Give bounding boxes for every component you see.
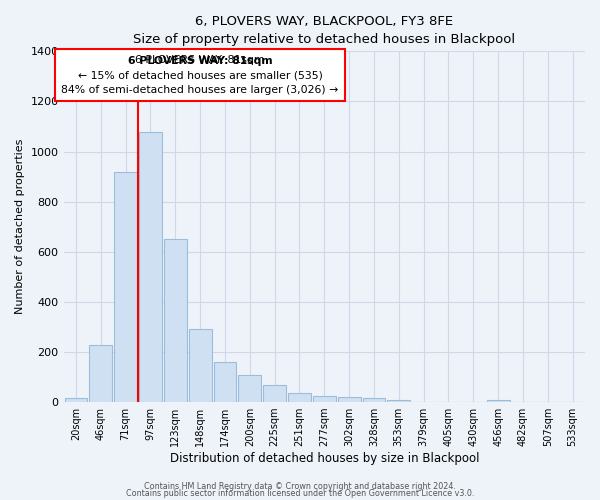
- Bar: [338, 397, 361, 402]
- Bar: [288, 392, 311, 402]
- Bar: [362, 398, 385, 402]
- Bar: [164, 239, 187, 402]
- Bar: [188, 330, 212, 402]
- Title: 6, PLOVERS WAY, BLACKPOOL, FY3 8FE
Size of property relative to detached houses : 6, PLOVERS WAY, BLACKPOOL, FY3 8FE Size …: [133, 15, 515, 46]
- Bar: [487, 400, 509, 402]
- Bar: [114, 172, 137, 402]
- Y-axis label: Number of detached properties: Number of detached properties: [15, 139, 25, 314]
- Text: 6 PLOVERS WAY: 81sqm: 6 PLOVERS WAY: 81sqm: [128, 56, 272, 66]
- Text: Contains public sector information licensed under the Open Government Licence v3: Contains public sector information licen…: [126, 489, 474, 498]
- Text: 6 PLOVERS WAY: 81sqm
← 15% of detached houses are smaller (535)
84% of semi-deta: 6 PLOVERS WAY: 81sqm ← 15% of detached h…: [61, 56, 339, 95]
- Bar: [214, 362, 236, 402]
- Text: Contains HM Land Registry data © Crown copyright and database right 2024.: Contains HM Land Registry data © Crown c…: [144, 482, 456, 491]
- Bar: [139, 132, 162, 402]
- Bar: [263, 385, 286, 402]
- Bar: [238, 376, 261, 402]
- Bar: [89, 345, 112, 402]
- Bar: [65, 398, 88, 402]
- Bar: [388, 400, 410, 402]
- X-axis label: Distribution of detached houses by size in Blackpool: Distribution of detached houses by size …: [170, 452, 479, 465]
- Bar: [313, 396, 335, 402]
